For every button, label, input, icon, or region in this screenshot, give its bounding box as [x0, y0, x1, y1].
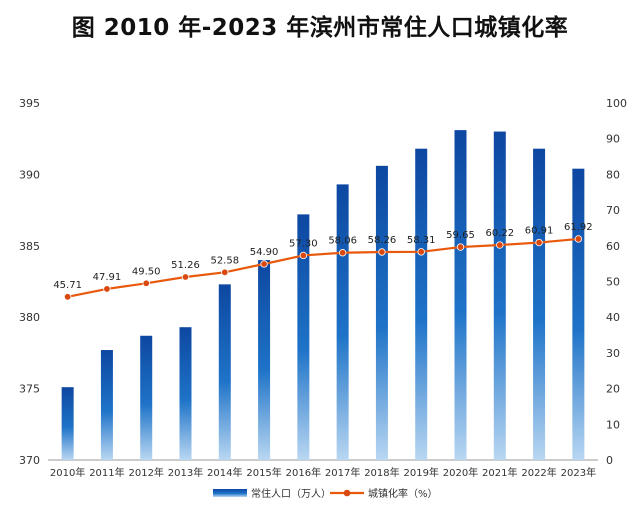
chart-title: 图 2010 年-2023 年滨州市常住人口城镇化率: [71, 15, 569, 41]
bar: [258, 260, 271, 460]
line-point: [338, 249, 347, 257]
y-left-tick-label: 395: [19, 97, 40, 110]
line-point: [221, 268, 229, 276]
legend-line-marker: [343, 489, 351, 497]
data-label: 45.71: [53, 280, 82, 291]
line-point: [63, 293, 72, 301]
data-label: 58.06: [328, 236, 357, 247]
legend-bar-swatch: [213, 489, 247, 497]
x-tick-label: 2022年: [521, 466, 556, 479]
bar: [572, 168, 585, 461]
x-tick-label: 2010年: [50, 466, 85, 479]
x-tick-label: 2020年: [443, 466, 478, 479]
bar: [218, 284, 231, 460]
line-point: [142, 279, 150, 287]
line-point: [378, 248, 386, 256]
y-right-tick-label: 80: [606, 168, 620, 181]
data-label: 60.91: [525, 226, 554, 237]
x-tick-label: 2019年: [403, 466, 438, 479]
bar: [336, 184, 349, 460]
y-right-tick-label: 30: [606, 347, 620, 360]
x-tick-label: 2016年: [286, 466, 321, 479]
line-point: [103, 285, 111, 293]
y-left-tick-label: 385: [19, 240, 40, 253]
bar: [179, 327, 192, 460]
y-right-tick-label: 100: [606, 97, 627, 110]
bar: [493, 131, 506, 460]
data-label: 59.65: [446, 230, 475, 241]
data-label: 58.31: [407, 235, 436, 246]
y-right-tick-label: 50: [606, 276, 620, 289]
y-right-tick-label: 90: [606, 133, 620, 146]
y-left-tick-label: 390: [19, 168, 40, 181]
legend-label-population: 常住人口（万人）: [251, 487, 331, 500]
line-point: [299, 251, 308, 260]
bar: [454, 130, 467, 460]
x-tick-label: 2015年: [246, 466, 281, 479]
data-label: 51.26: [171, 260, 200, 271]
x-tick-label: 2013年: [168, 466, 203, 479]
line-point: [417, 248, 425, 256]
x-tick-label: 2018年: [364, 466, 399, 479]
data-label: 54.90: [250, 247, 279, 258]
bar: [415, 148, 428, 461]
y-right-tick-label: 60: [606, 240, 620, 253]
line-point: [496, 241, 504, 249]
data-label: 57.30: [289, 238, 318, 249]
y-left-tick-label: 380: [19, 311, 40, 324]
x-tick-label: 2017年: [325, 466, 360, 479]
line-point: [535, 238, 543, 247]
data-label: 47.91: [93, 272, 122, 283]
data-label: 61.92: [564, 222, 593, 233]
y-right-tick-label: 0: [606, 454, 613, 467]
data-label: 52.58: [210, 255, 239, 266]
line-point: [574, 235, 583, 243]
line-point: [456, 243, 465, 251]
y-right-tick-label: 20: [606, 383, 620, 396]
data-label: 49.50: [132, 266, 161, 277]
x-tick-label: 2014年: [207, 466, 242, 479]
y-right-tick-label: 40: [606, 311, 620, 324]
bar: [61, 387, 74, 460]
x-tick-label: 2021年: [482, 466, 517, 479]
y-right-tick-label: 10: [606, 418, 620, 431]
legend-label-urbanization: 城镇化率（%）: [368, 487, 438, 500]
bar: [533, 148, 546, 461]
urbanization-line: [67, 237, 579, 298]
y-left-tick-label: 370: [19, 454, 40, 467]
bar: [140, 335, 153, 460]
line-point: [181, 273, 190, 281]
data-label: 58.26: [368, 235, 397, 246]
data-label: 60.22: [485, 228, 514, 239]
y-left-tick-label: 375: [19, 383, 40, 396]
x-tick-label: 2012年: [128, 466, 163, 479]
x-tick-label: 2011年: [89, 466, 124, 479]
line-point: [260, 260, 268, 268]
bar: [100, 350, 113, 460]
x-tick-label: 2023年: [561, 466, 596, 479]
bar: [375, 165, 388, 460]
bar: [297, 214, 310, 460]
y-right-tick-label: 70: [606, 204, 620, 217]
